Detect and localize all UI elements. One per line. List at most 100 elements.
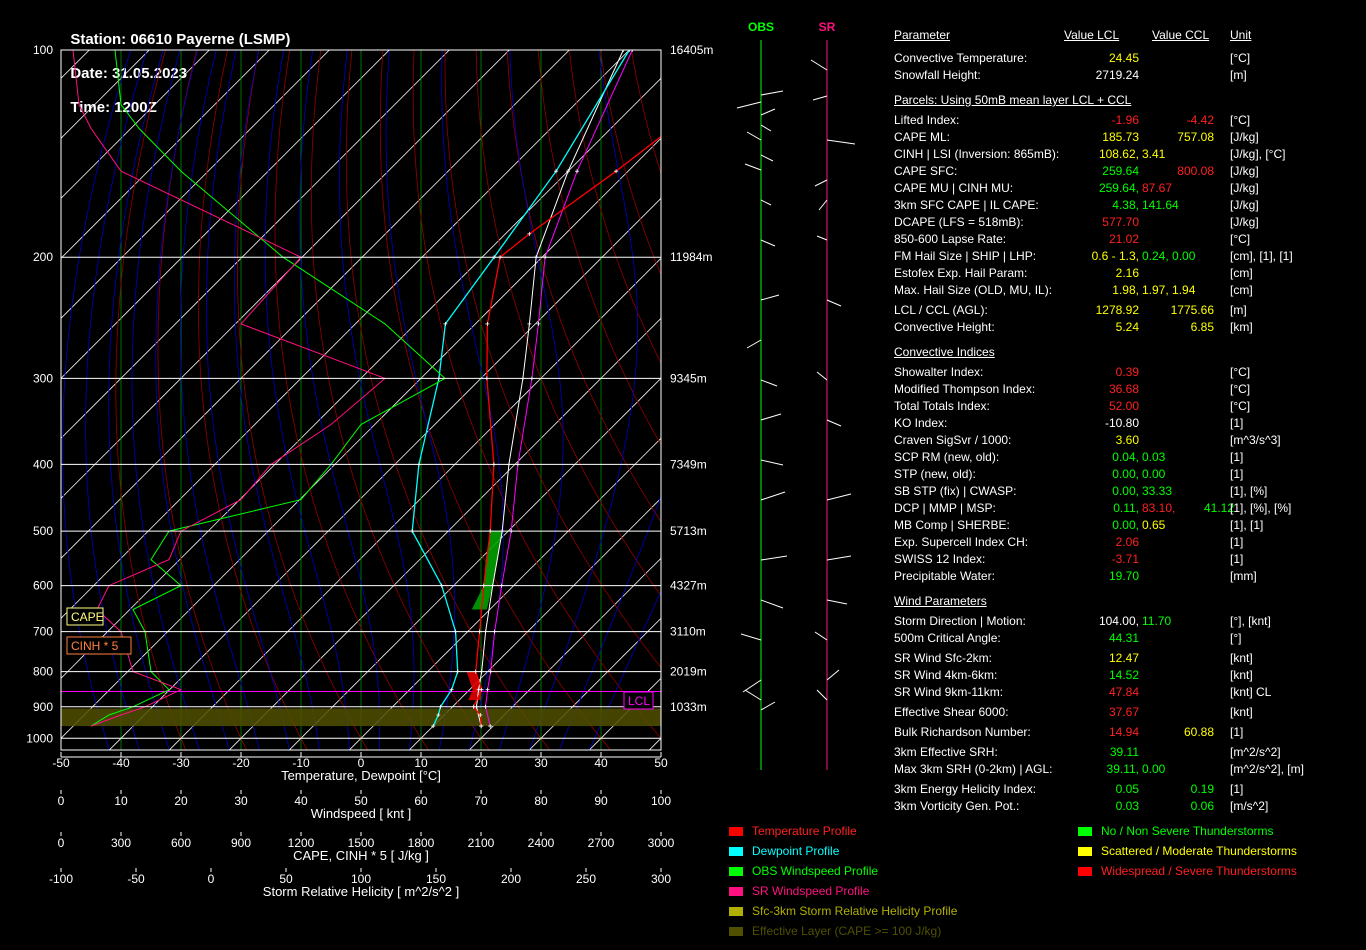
obs-wind-barb (760, 90, 784, 96)
legend-item: Scattered / Moderate Thunderstorms (1078, 844, 1297, 858)
sr-wind-barb (826, 299, 842, 307)
table-row: Parcels: Using 50mB mean layer LCL + CCL (894, 92, 1364, 109)
obs-wind-barb (760, 491, 786, 501)
skewed-isotherm-line (109, 197, 661, 750)
value-lcl: 36.68 (1108, 382, 1139, 396)
legend-label: Effective Layer (CAPE >= 100 J/kg) (752, 924, 942, 938)
temp-tick-label: 40 (594, 756, 608, 770)
parameter-name: SB STP (fix) | CWASP: (894, 484, 1017, 498)
scale-tick-label: 80 (534, 794, 548, 808)
value-lcl: 0.00, (1112, 467, 1139, 481)
unit: [J/kg] (1230, 198, 1259, 212)
obs-wind-barb (760, 701, 776, 711)
legend-label: OBS Windspeed Profile (752, 864, 879, 878)
dry-adiabat-line (236, 50, 369, 750)
legend-swatch (729, 827, 743, 837)
parameter-name: Estofex Exp. Hail Param: (894, 266, 1028, 280)
dewpoint-curve-point (436, 712, 441, 717)
unit: [1], [%], [%] (1230, 501, 1292, 515)
parameter-name: Craven SigSvr / 1000: (894, 433, 1012, 447)
value-ccl: 0.06 (1190, 799, 1214, 813)
value-lcl: -10.80 (1104, 416, 1139, 430)
parameter-name: Convective Height: (894, 320, 995, 334)
obs-wind-barb (760, 239, 776, 247)
value-lcl: -1.96 (1111, 113, 1139, 127)
value-secondary: 3.41 (1142, 147, 1166, 161)
unit: [1] (1230, 535, 1244, 549)
unit: [knt] (1230, 651, 1253, 665)
dry-adiabat-line (662, 50, 730, 750)
parameter-name: Bulk Richardson Number: (894, 725, 1031, 739)
virtual-parcel-curve-point (575, 169, 580, 174)
table-row: MB Comp | SHERBE: 0.00, 0.65 [1], [1] (894, 517, 1364, 534)
table-row: Max. Hail Size (OLD, MU, IL): 1.98, 1.97, … (894, 282, 1364, 299)
dry-adiabat-line (599, 50, 661, 276)
legend-swatch (1078, 847, 1092, 857)
temperature-curve-point (479, 724, 484, 729)
skewed-isotherm-line (709, 50, 730, 750)
dewpoint-curve-point (627, 50, 632, 52)
table-row: Effective Shear 6000: 37.67 [knt] (894, 704, 1364, 721)
value-lcl: 259.64, (1098, 181, 1139, 195)
moist-adiabat-line (385, 50, 455, 750)
virtual-parcel-curve-point (536, 321, 541, 326)
value-lcl: 0.05 (1115, 782, 1139, 796)
value-lcl: 0.04, (1112, 450, 1139, 464)
obs-windspeed-profile (90, 50, 446, 727)
height-label: 9345m (670, 371, 707, 385)
parameter-name: Precipitable Water: (894, 569, 995, 583)
unit: [m/s^2] (1230, 799, 1269, 813)
parameter-name: MB Comp | SHERBE: (894, 518, 1010, 532)
moist-adiabat-line (155, 50, 230, 750)
sr-wind-barb (818, 199, 828, 211)
scale-tick-label: 2400 (528, 836, 555, 850)
value-lcl: 37.67 (1108, 705, 1139, 719)
parameter-name: Total Totals Index: (894, 399, 990, 413)
scale-tick-label: -50 (127, 872, 145, 886)
legend-item: Temperature Profile (729, 824, 857, 838)
scale-tick-label: 1800 (408, 836, 435, 850)
obs-wind-barb (760, 199, 772, 206)
legend-label: Temperature Profile (752, 824, 857, 838)
temp-tick-label: 50 (654, 756, 668, 770)
pressure-tick-label: 500 (33, 524, 53, 538)
unit: [J/kg] (1230, 181, 1259, 195)
table-row: 500m Critical Angle: 44.31 [°] (894, 630, 1364, 647)
unit: [°] (1230, 631, 1242, 645)
table-row: Bulk Richardson Number: 14.94 60.88 [1] (894, 724, 1364, 741)
table-row: CAPE MU | CINH MU: 259.64, 87.67 [J/kg] (894, 180, 1364, 197)
dewpoint-curve (411, 50, 630, 727)
legend-label: Sfc-3km Storm Relative Helicity Profile (752, 904, 958, 918)
dewpoint-curve-point (554, 169, 559, 174)
table-row: CINH | LSI (Inversion: 865mB): 108.62, 3.4… (894, 146, 1364, 163)
moist-adiabat-line (558, 495, 661, 750)
parameter-name: CAPE SFC: (894, 164, 958, 178)
scale-tick-label: 2700 (588, 836, 615, 850)
legend-label: Dewpoint Profile (752, 844, 840, 858)
legend-swatch (729, 927, 743, 937)
value-lcl: 2.16 (1115, 266, 1139, 280)
effective-layer-band (61, 708, 661, 727)
unit: [°C] (1230, 232, 1251, 246)
cinh-tag-box (66, 636, 132, 655)
value-lcl: 14.52 (1108, 668, 1139, 682)
obs-wind-barb (760, 124, 772, 132)
parameter-name: Storm Direction | Motion: (894, 614, 1026, 628)
parameter-name: Effective Shear 6000: (894, 705, 1009, 719)
skewed-isotherm-line (289, 377, 661, 750)
legend-item: SR Windspeed Profile (729, 884, 869, 898)
temp-tick-label: 0 (358, 756, 365, 770)
sr-windspeed-profile (72, 50, 386, 727)
value-lcl: 0.00, (1112, 518, 1139, 532)
table-row: SR Wind 9km-11km: 47.84 [knt] CL (894, 684, 1364, 701)
table-row: Max 3km SRH (0-2km) | AGL: 39.11, 0.00 [m^2… (894, 761, 1364, 778)
scale-tick-label: 50 (354, 794, 368, 808)
col-header-value-ccl: Value CCL (1152, 28, 1210, 42)
skewt-diagram: 100200300400500600700800900100016405m119… (26, 43, 730, 899)
value-lcl: 4.38, (1112, 198, 1139, 212)
scale-tick-label: 150 (426, 872, 446, 886)
parameter-name: SR Wind 4km-6km: (894, 668, 998, 682)
skewed-isotherm-line (61, 50, 630, 619)
table-row: 3km Energy Helicity Index: 0.05 0.19 [1] (894, 781, 1364, 798)
obs-wind-barb (742, 679, 762, 693)
